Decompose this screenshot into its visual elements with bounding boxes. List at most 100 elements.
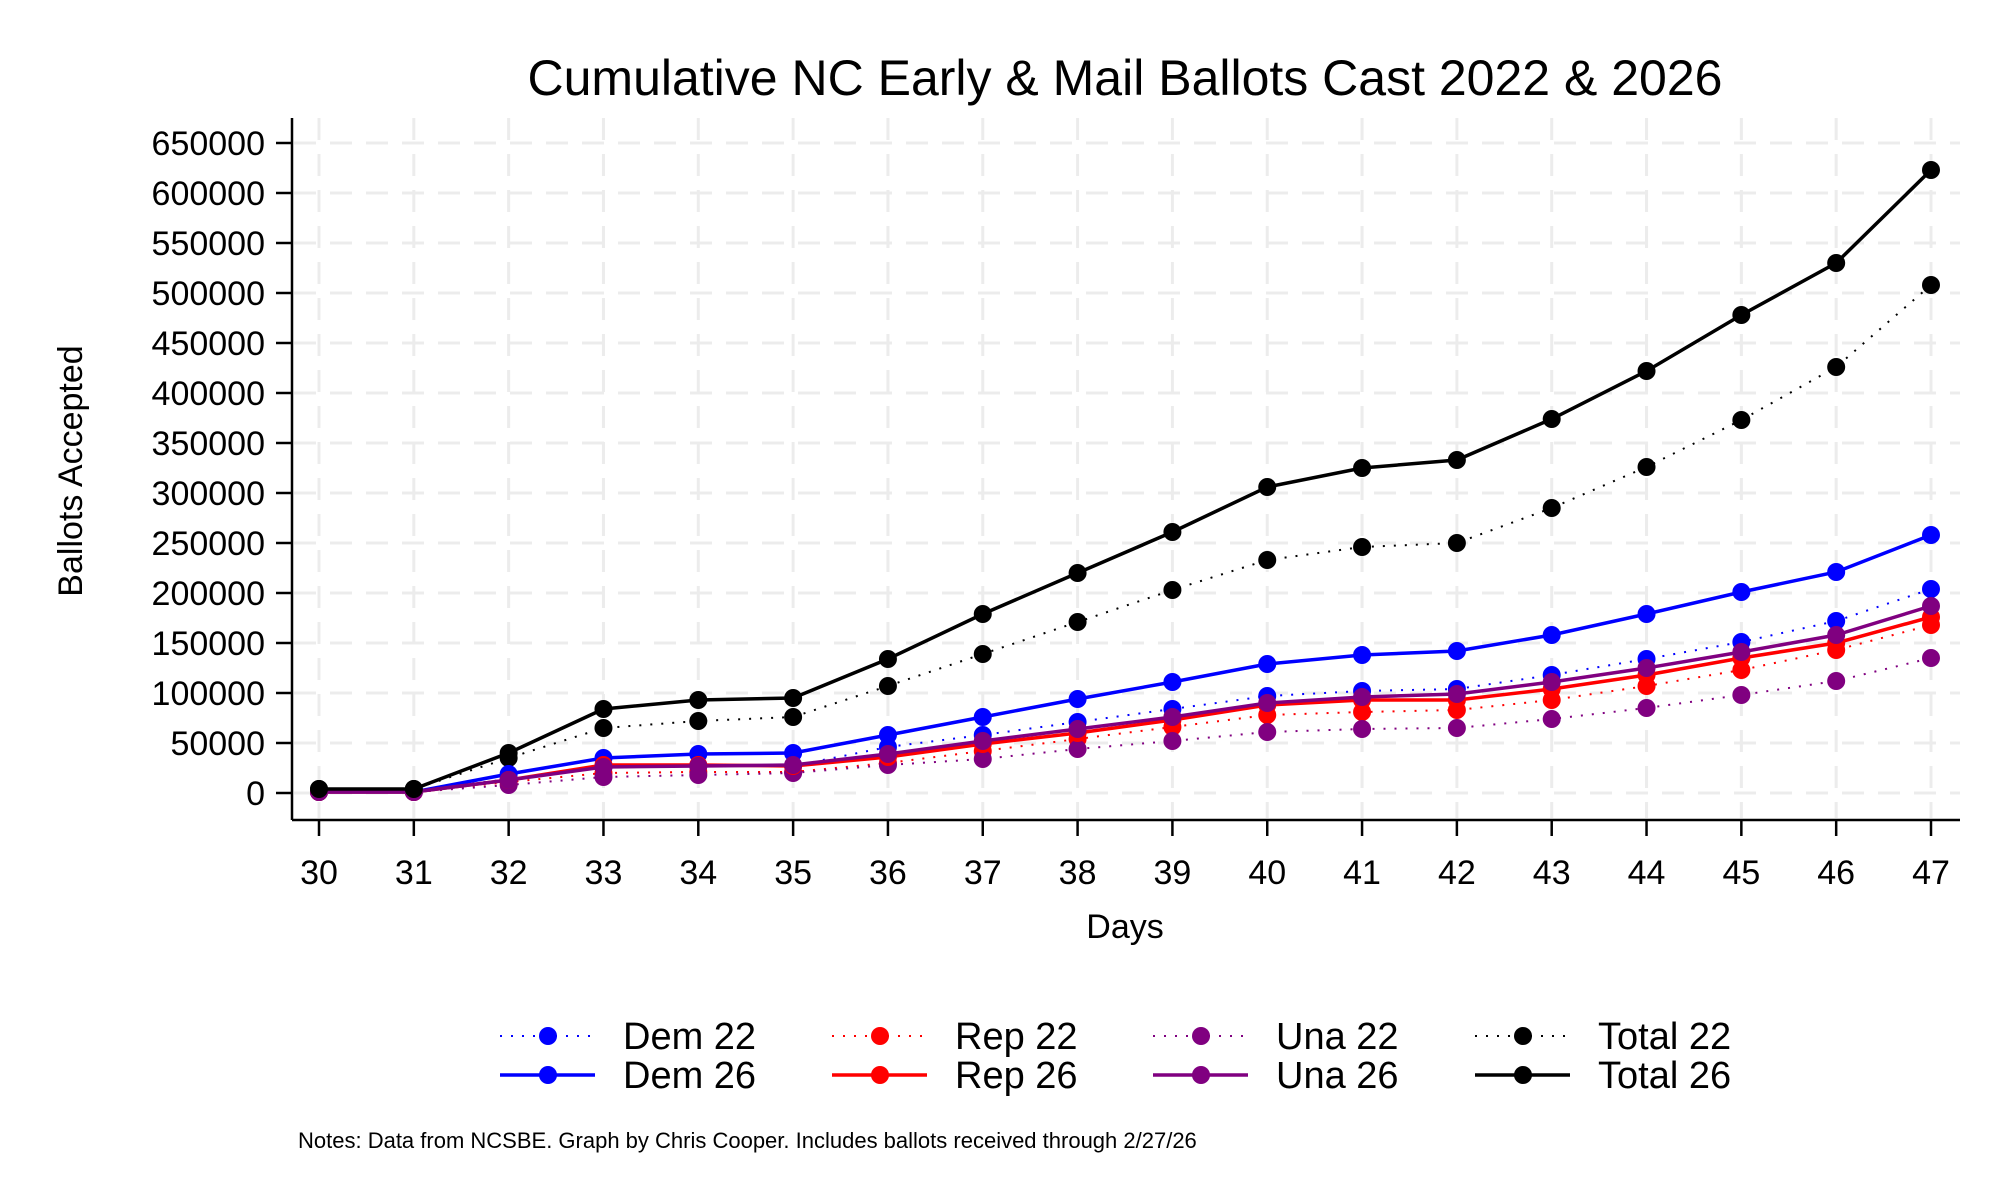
y-tick-label: 150000 (152, 625, 265, 663)
legend-label: Total 22 (1598, 1016, 1731, 1058)
data-point (1068, 613, 1087, 631)
y-tick-label: 300000 (152, 475, 265, 513)
y-tick-label: 50000 (170, 725, 265, 763)
data-point (1258, 655, 1277, 673)
data-point (973, 708, 992, 726)
y-tick-label: 450000 (152, 325, 265, 363)
data-point (1353, 646, 1372, 664)
y-tick-label: 350000 (152, 425, 265, 463)
data-point (1542, 710, 1561, 728)
data-point (1732, 686, 1751, 704)
data-point (1922, 161, 1940, 179)
data-point (1163, 581, 1182, 599)
x-tick-label: 33 (585, 854, 623, 892)
data-point (594, 719, 613, 737)
data-point (1542, 499, 1561, 517)
data-point (878, 745, 897, 763)
y-tick-label: 650000 (152, 125, 265, 163)
data-point (1447, 719, 1466, 737)
y-axis-label: Ballots Accepted (52, 345, 90, 596)
data-point (1447, 534, 1466, 552)
series-una-26 (310, 597, 1940, 801)
legend-swatch-marker (871, 1027, 889, 1045)
data-point (973, 645, 992, 663)
legend-swatch-marker (539, 1066, 557, 1084)
legend-label: Rep 26 (955, 1055, 1078, 1097)
gridlines (294, 118, 1960, 818)
data-point (594, 758, 613, 776)
data-point (973, 732, 992, 750)
y-tick-label: 100000 (152, 675, 265, 713)
data-point (1827, 672, 1846, 690)
data-point (878, 677, 897, 695)
data-point (1827, 563, 1846, 581)
data-point (1163, 732, 1182, 750)
data-point (1068, 720, 1087, 738)
data-point (1732, 306, 1751, 324)
data-point (1542, 410, 1561, 428)
legend-item: Dem 26 (500, 1055, 756, 1097)
legend-item: Total 22 (1475, 1016, 1731, 1058)
series-line (319, 604, 1932, 794)
y-tick-label: 0 (246, 775, 265, 813)
x-tick-label: 42 (1438, 854, 1476, 892)
x-tick-label: 31 (395, 854, 433, 892)
data-point (594, 700, 613, 718)
series-total-26 (310, 161, 1940, 798)
data-point (1068, 690, 1087, 708)
data-point (1068, 740, 1087, 758)
data-point (310, 780, 328, 798)
y-tick-label: 600000 (152, 175, 265, 213)
data-point (1637, 458, 1656, 476)
data-point (1827, 254, 1846, 272)
data-point (1827, 358, 1846, 376)
data-point (1922, 526, 1940, 544)
data-point (1732, 411, 1751, 429)
data-point (689, 691, 708, 709)
data-point (1068, 564, 1087, 582)
data-point (1637, 362, 1656, 380)
legend-swatch-marker (1192, 1027, 1210, 1045)
data-point (1258, 551, 1277, 569)
y-tick-label: 250000 (152, 525, 265, 563)
x-tick-label: 32 (490, 854, 528, 892)
series-dem-26 (310, 526, 1940, 801)
data-point (1258, 694, 1277, 712)
legend-label: Una 22 (1276, 1016, 1399, 1058)
y-ticks: 0 50000 100000 150000 200000 250000 300000 3500… (152, 125, 292, 813)
legend-label: Dem 26 (623, 1055, 756, 1097)
series-line (319, 168, 1933, 791)
data-point (689, 757, 708, 775)
x-axis-label: Days (1086, 908, 1163, 946)
legend-item: Total 26 (1475, 1055, 1731, 1097)
data-point (1163, 708, 1182, 726)
x-tick-label: 46 (1817, 854, 1855, 892)
data-point (1353, 688, 1372, 706)
y-tick-label: 200000 (152, 575, 265, 613)
legend-label: Una 26 (1276, 1055, 1399, 1097)
legend-swatch-marker (1192, 1066, 1210, 1084)
x-tick-label: 34 (679, 854, 717, 892)
data-point (1922, 597, 1940, 615)
legend-swatch-marker (1514, 1027, 1532, 1045)
series-total-22 (310, 276, 1940, 798)
data-point (973, 605, 992, 623)
data-point (1827, 626, 1846, 644)
data-point (784, 756, 803, 774)
data-point (1542, 673, 1561, 691)
data-point (1637, 659, 1656, 677)
data-point (1353, 538, 1372, 556)
series-line (319, 533, 1932, 794)
data-point (689, 712, 708, 730)
data-point (1258, 723, 1277, 741)
x-tick-label: 39 (1153, 854, 1191, 892)
legend-label: Dem 22 (623, 1016, 756, 1058)
data-point (1447, 685, 1466, 703)
y-tick-label: 550000 (152, 225, 265, 263)
data-point (878, 726, 897, 744)
x-tick-label: 40 (1248, 854, 1286, 892)
data-point (1353, 459, 1372, 477)
data-point (1922, 276, 1940, 294)
x-tick-label: 44 (1628, 854, 1666, 892)
